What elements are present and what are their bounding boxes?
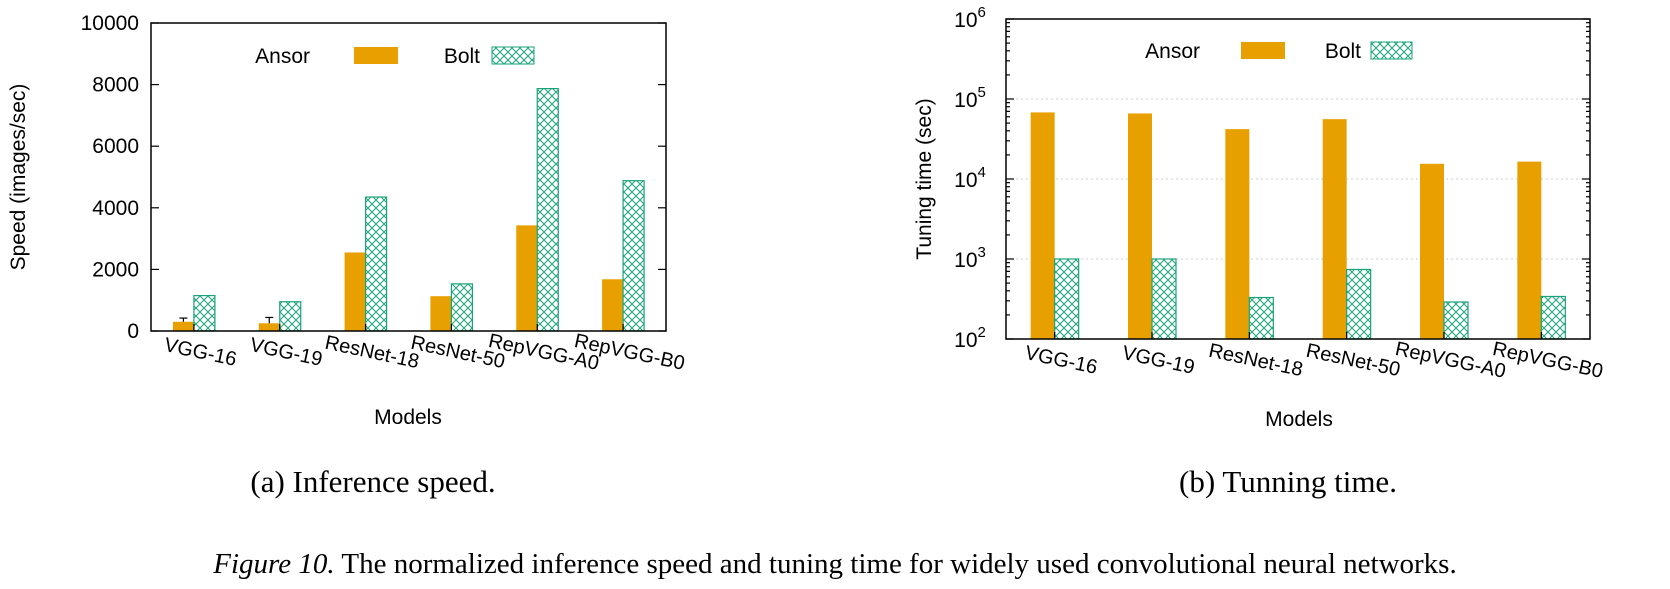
- bar-bolt-resnet-18: [1248, 296, 1274, 340]
- bar-bolt-vgg-19: [1151, 258, 1177, 340]
- figure-caption-text: The normalized inference speed and tunin…: [335, 548, 1457, 580]
- y-axis-label: Speed (images/sec): [7, 84, 30, 271]
- bar-ansor-repvgg-b0: [1517, 161, 1542, 339]
- x-axis-label: Models: [1265, 408, 1333, 431]
- figure-caption: Figure 10. The normalized inference spee…: [212, 548, 1456, 580]
- inference-speed-chart: 0 2000 4000 6000 8000 10000 VGG-16 VGG-19ResNe…: [7, 12, 687, 499]
- legend-label-bolt: Bolt: [444, 45, 480, 68]
- legend-swatch-ansor: [1241, 42, 1285, 59]
- x-tick-label: ResNet-50: [1304, 340, 1402, 381]
- bar-ansor-vgg-19: [258, 323, 280, 331]
- bar-ansor-resnet-18: [1225, 129, 1250, 339]
- subcaption-a: (a) Inference speed.: [250, 464, 495, 499]
- bar-ansor-repvgg-b0: [602, 279, 624, 331]
- x-tick-label: ResNet-18: [323, 332, 421, 373]
- bar-bolt-vgg-16: [193, 294, 216, 332]
- bar-ansor-repvgg-a0: [1420, 163, 1444, 339]
- legend-swatch-bolt: [491, 46, 535, 65]
- x-axis-label: Models: [374, 406, 442, 429]
- x-tick-label: VGG-16: [162, 334, 238, 371]
- bar-bolt-repvgg-b0: [622, 180, 645, 332]
- plot-frame: [150, 22, 667, 332]
- bar-bolt-vgg-19: [279, 301, 302, 332]
- bar-bolt-repvgg-b0: [1540, 295, 1566, 340]
- x-tick-label: ResNet-18: [1207, 340, 1305, 381]
- y-tick-label: 105: [954, 84, 986, 112]
- bar-ansor-resnet-18: [344, 252, 366, 331]
- legend: Ansor Bolt: [1145, 40, 1413, 63]
- bar-ansor-vgg-19: [1128, 113, 1152, 339]
- x-tick-label: RepVGG-B0: [1491, 338, 1605, 383]
- y-tick-label: 8000: [92, 74, 139, 97]
- y-tick-label: 102: [954, 324, 986, 352]
- bar-bolt-resnet-18: [364, 196, 388, 332]
- bar-bolt-resnet-50: [1346, 268, 1372, 340]
- y-tick-label: 106: [954, 4, 986, 32]
- y-tick-label: 103: [954, 244, 986, 272]
- x-tick-label: RepVGG-A0: [1393, 338, 1507, 383]
- bar-ansor-repvgg-a0: [516, 225, 538, 331]
- subcaption-b: (b) Tunning time.: [1179, 464, 1397, 499]
- legend-label-bolt: Bolt: [1325, 40, 1361, 63]
- y-axis-label: Tuning time (sec): [913, 98, 936, 259]
- legend-label-ansor: Ansor: [255, 45, 310, 68]
- x-tick-label: VGG-19: [1120, 342, 1196, 379]
- y-tick-label: 4000: [92, 197, 139, 220]
- bar-ansor-vgg-16: [1030, 112, 1055, 339]
- bar-bolt-vgg-16: [1054, 258, 1080, 340]
- tuning-time-chart: 102 103 104 105 106 VGG-16 VGG-19 ResNet-18 Res…: [913, 4, 1605, 499]
- bar-bolt-repvgg-a0: [536, 88, 559, 332]
- legend-swatch-bolt: [1370, 41, 1413, 60]
- x-tick-label: VGG-19: [248, 334, 324, 371]
- bar-ansor-vgg-16: [172, 321, 194, 331]
- y-tick-label: 10000: [81, 12, 139, 35]
- legend-label-ansor: Ansor: [1145, 40, 1200, 63]
- y-tick-label: 2000: [92, 258, 139, 281]
- y-tick-label: 0: [127, 320, 139, 343]
- bar-ansor-resnet-50: [430, 296, 452, 331]
- bar-bolt-repvgg-a0: [1443, 301, 1469, 340]
- figure-caption-label: Figure 10.: [212, 548, 334, 580]
- bar-ansor-resnet-50: [1322, 119, 1347, 339]
- legend-swatch-ansor: [354, 47, 398, 64]
- y-tick-label: 6000: [92, 135, 139, 158]
- bar-bolt-resnet-50: [450, 283, 474, 332]
- x-tick-label: VGG-16: [1023, 342, 1099, 379]
- y-tick-label: 104: [954, 164, 986, 192]
- legend: Ansor Bolt: [255, 45, 535, 68]
